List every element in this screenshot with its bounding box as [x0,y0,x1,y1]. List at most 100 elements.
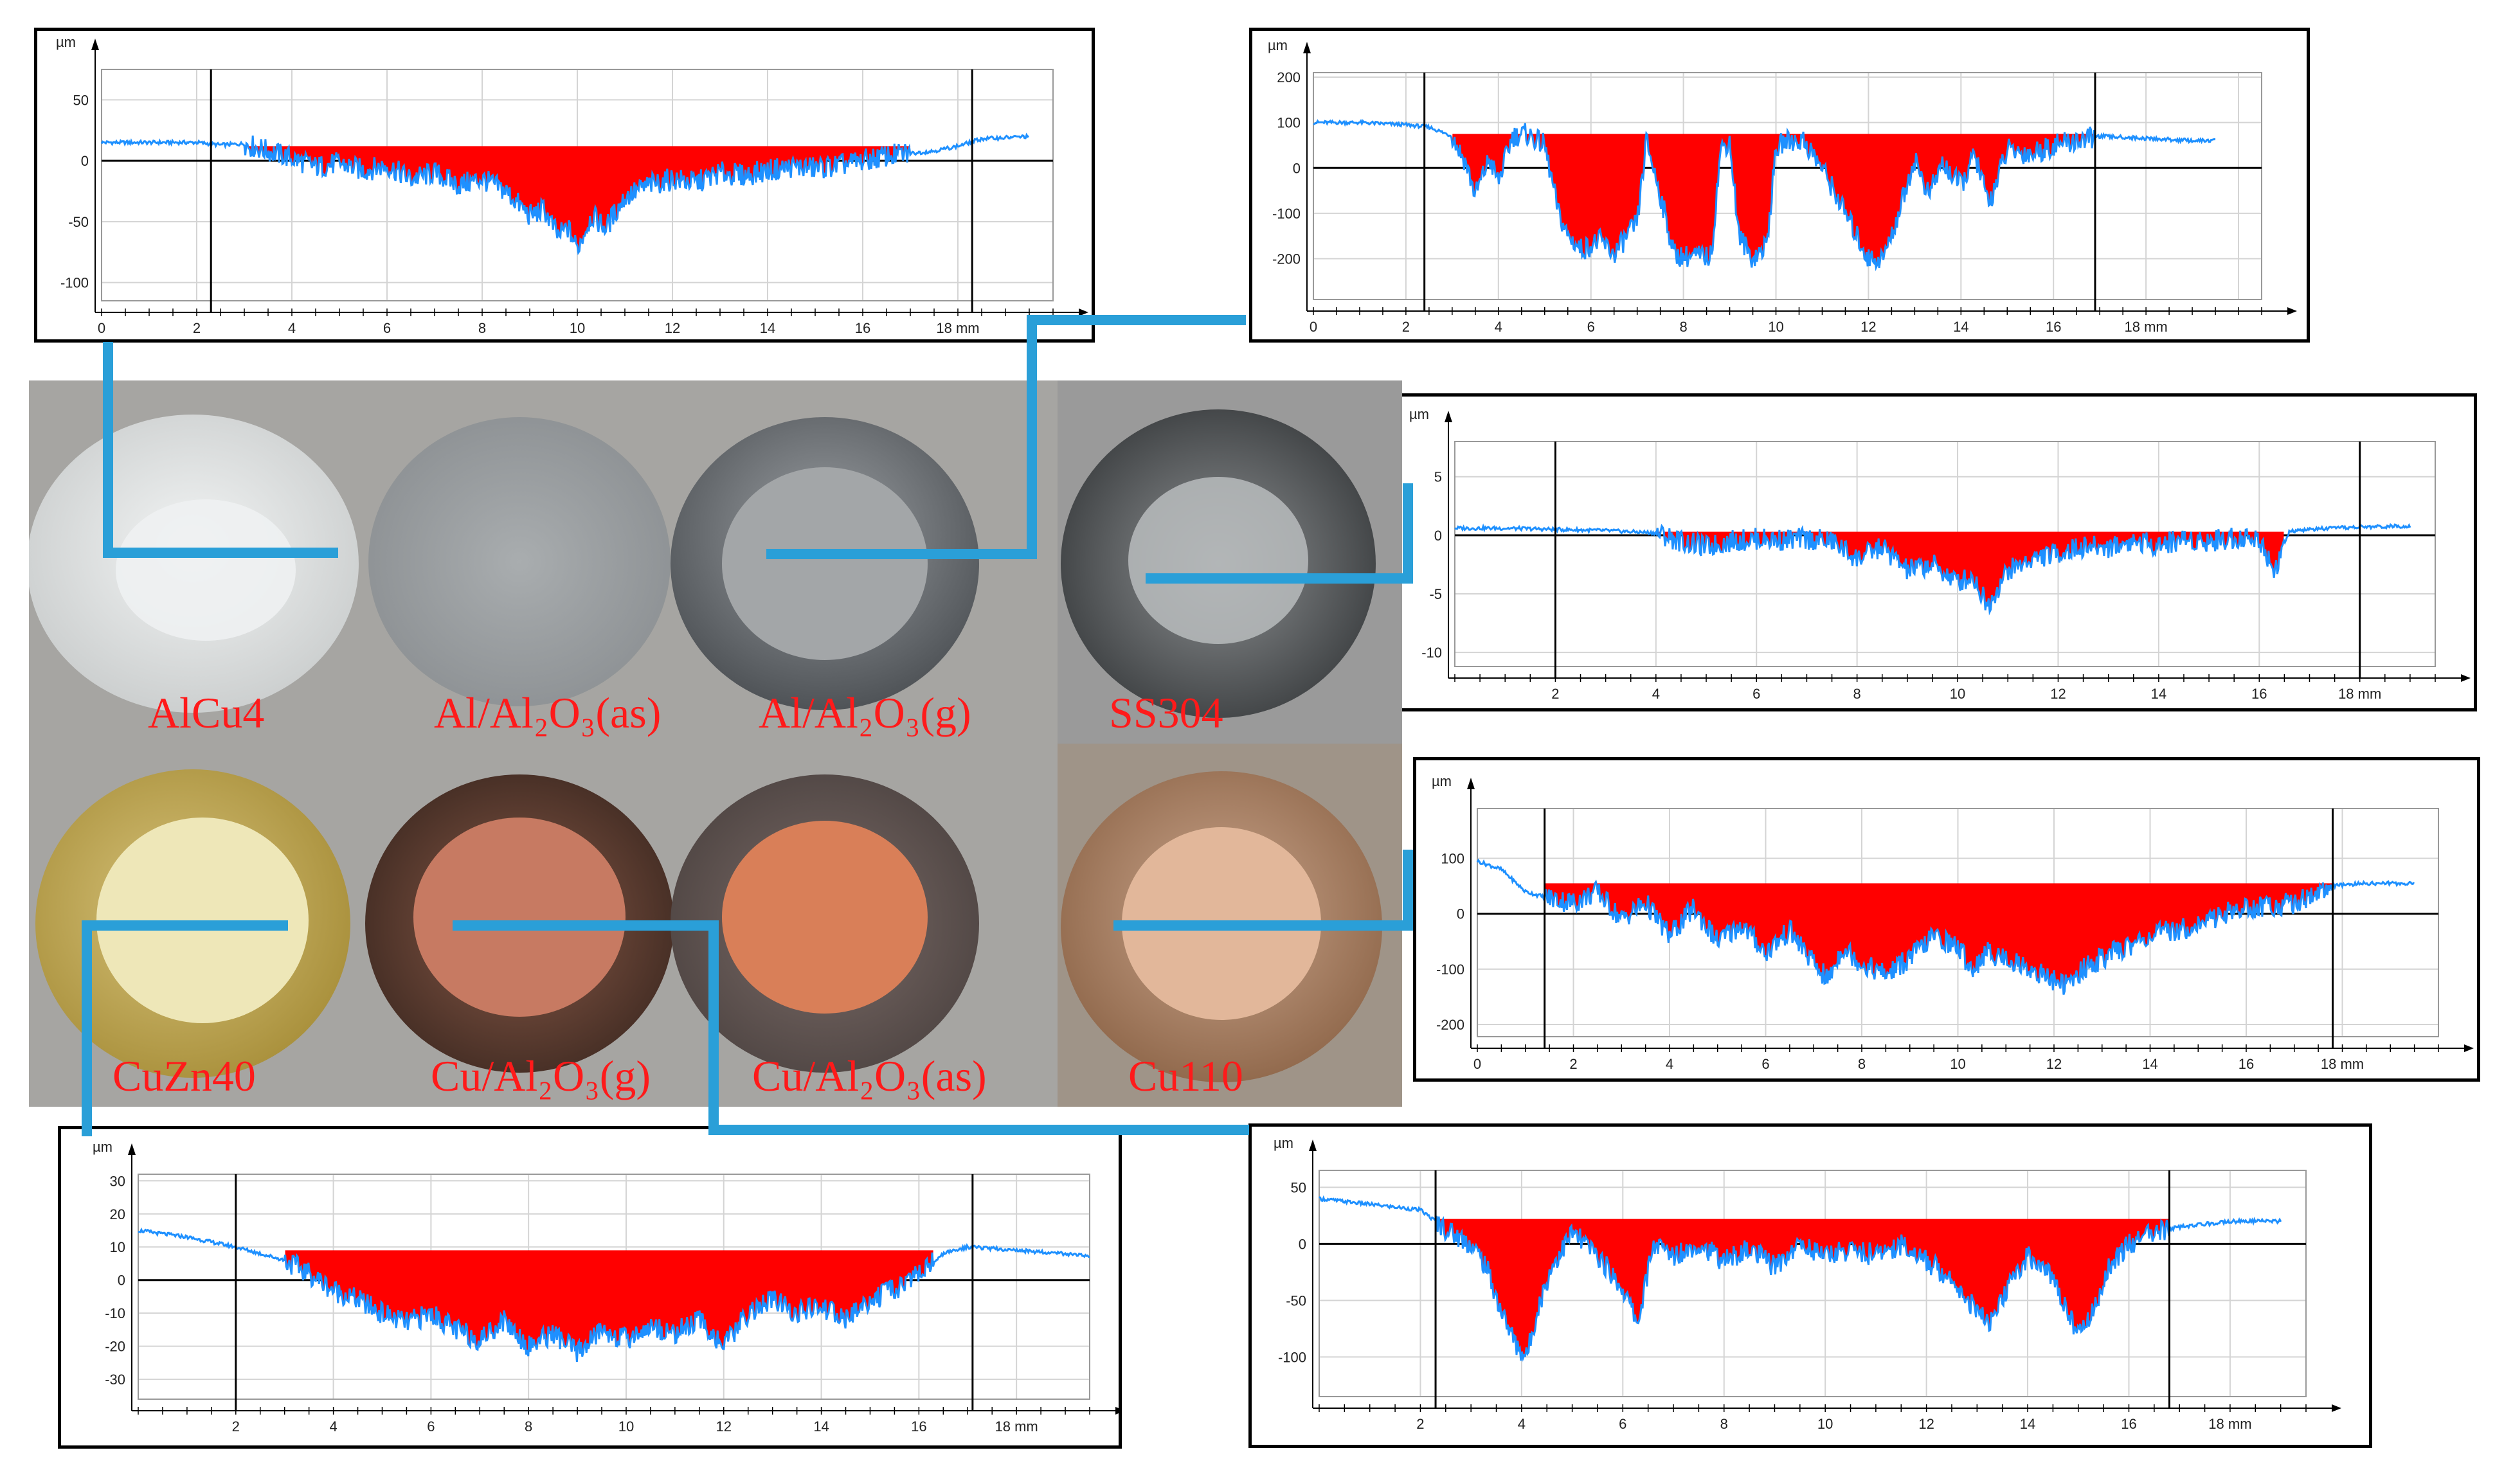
y-axis-arrow [1445,411,1452,422]
x-tick-label: 2 [1402,319,1410,335]
chart-1-group: 0 2 4 6 8 10 12 14 16 18 mm 200 100 0 -100 -200 µm [1268,37,2297,335]
y-tick-label: -100 [1272,206,1301,222]
y-unit-label: µm [1274,1135,1293,1151]
x-tick-label: 2 [1569,1056,1577,1072]
y-tick-label: -100 [60,275,89,291]
wear-area-fill [244,146,910,253]
x-tick-label: 4 [1652,686,1660,702]
x-tick-label: 8 [1853,686,1861,702]
x-tick-label: 6 [427,1418,435,1435]
x-tick-label: 14 [760,320,775,336]
y-tick-label: 0 [1457,906,1464,922]
y-tick-label: 100 [1441,851,1464,867]
x-tick-label: 2 [1416,1416,1424,1432]
y-tick-label: 5 [1434,469,1442,485]
chart-0-group: 0 2 4 6 8 10 12 14 16 18 mm 50 0 -50 -100 µm [56,34,1088,336]
y-tick-label: -50 [1286,1292,1306,1309]
x-tick-label: 12 [2050,686,2066,702]
plot-frame [1477,808,2439,1037]
profile-chart-cu110: 0 2 4 6 8 10 12 14 16 18 mm 100 0 -100 -200 µm [1432,773,2474,1072]
x-tick-label: 0 [98,320,105,336]
x-unit-tick-label: 18 mm [2338,686,2381,702]
y-tick-label: -10 [105,1305,125,1321]
x-tick-label: 14 [2151,686,2166,702]
y-tick-label: 200 [1277,69,1301,85]
x-tick-label: 2 [232,1418,240,1435]
y-tick-label: 50 [1291,1179,1306,1195]
chart-panel-ss304: 2 4 6 8 10 12 14 16 18 mm 5 0 -5 -10 µm [1397,393,2477,711]
y-unit-label: µm [1409,406,1429,422]
y-tick-label: -100 [1436,961,1464,978]
plot-frame [101,69,1054,301]
x-tick-label: 6 [1752,686,1760,702]
profile-chart-cu-al2o3-g: 2 4 6 8 10 12 14 16 18 mm 50 0 -50 -100 µm [1274,1135,2341,1432]
y-tick-label: 0 [1434,528,1442,544]
label-alcu4: AlCu4 [148,688,264,737]
chart-panel-cu110: 0 2 4 6 8 10 12 14 16 18 mm 100 0 -100 -200 µm [1413,757,2480,1082]
profile-chart-cuzn40: 2 4 6 8 10 12 14 16 18 mm 30 20 10 0 -10 -20 -30 µm [93,1139,1119,1435]
y-axis-arrow [1467,778,1475,789]
x-tick-label: 8 [1720,1416,1728,1432]
x-tick-label: 6 [1587,319,1595,335]
x-tick-label: 2 [1551,686,1559,702]
y-tick-label: -50 [68,214,89,230]
profile-chart-alcu4: 0 2 4 6 8 10 12 14 16 18 mm 50 0 -50 -100 µm [56,34,1088,336]
x-tick-label: 10 [1950,1056,1965,1072]
y-unit-label: µm [56,34,76,50]
disc-al-al2o3-as [368,417,671,706]
x-tick-label: 10 [1950,686,1965,702]
x-tick-label: 16 [855,320,870,336]
x-tick-label: 8 [1858,1056,1866,1072]
wear-area-fill [1544,883,2333,995]
chart-3-group: 0 2 4 6 8 10 12 14 16 18 mm 100 0 -100 -200 µm [1432,773,2474,1072]
profile-line [138,1227,1090,1363]
label-al-al2o3-as: Al/Al₂O₃(as) [434,688,661,737]
x-tick-label: 14 [813,1418,829,1435]
y-tick-label: 20 [110,1206,125,1222]
x-unit-tick-label: 18 mm [2124,319,2167,335]
profile-chart-ss304: 2 4 6 8 10 12 14 16 18 mm 5 0 -5 -10 µm [1409,406,2471,702]
y-tick-label: 50 [73,92,89,108]
label-cu-al2o3-as: Cu/Al₂O₃(as) [752,1051,987,1100]
label-al-al2o3-g: Al/Al₂O₃(g) [759,688,971,737]
chart-5-group: 2 4 6 8 10 12 14 16 18 mm 50 0 -50 -100 µm [1274,1135,2341,1432]
plot-frame [1319,1170,2307,1397]
y-unit-label: µm [1432,773,1452,789]
y-tick-label: 0 [1299,1236,1306,1252]
x-tick-label: 12 [2046,1056,2062,1072]
x-tick-label: 6 [1761,1056,1769,1072]
x-axis-arrow [2332,1404,2341,1412]
y-axis-arrow [1303,42,1311,53]
y-unit-label: µm [1268,37,1288,53]
x-tick-label: 4 [288,320,296,336]
x-tick-label: 14 [2020,1416,2035,1432]
label-cu110: Cu110 [1128,1051,1243,1100]
plot-frame [1313,72,2262,300]
x-tick-label: 4 [1495,319,1502,335]
x-unit-tick-label: 18 mm [2208,1416,2251,1432]
x-tick-label: 6 [383,320,391,336]
y-tick-label: -100 [1278,1349,1306,1365]
x-axis-arrow [1079,308,1088,316]
x-axis-arrow [2461,674,2471,682]
chart-panel-cu-al2o3-g: 2 4 6 8 10 12 14 16 18 mm 50 0 -50 -100 µm [1248,1123,2372,1448]
x-tick-label: 12 [665,320,680,336]
plot-frame [138,1174,1090,1400]
profile-line [1319,1195,2282,1362]
y-axis-arrow [1309,1140,1317,1151]
plot-frame [1454,441,2436,667]
x-axis-arrow [2464,1044,2474,1052]
label-ss304: SS304 [1109,688,1223,737]
x-tick-label: 12 [1860,319,1876,335]
x-tick-label: 14 [2142,1056,2157,1072]
y-tick-label: -20 [105,1339,125,1355]
profile-line [1313,119,2216,271]
x-axis-arrow [2287,307,2297,315]
label-cuzn40: CuZn40 [113,1051,256,1100]
x-tick-label: 8 [478,320,486,336]
x-tick-label: 10 [570,320,585,336]
x-tick-label: 0 [1310,319,1317,335]
chart-panel-alcu4: 0 2 4 6 8 10 12 14 16 18 mm 50 0 -50 -100 µm [34,28,1095,343]
sample-photo-drawing: AlCu4 Al/Al₂O₃(as) Al/Al₂O₃(g) SS304 CuZ… [29,380,1402,1107]
x-tick-label: 4 [329,1418,337,1435]
